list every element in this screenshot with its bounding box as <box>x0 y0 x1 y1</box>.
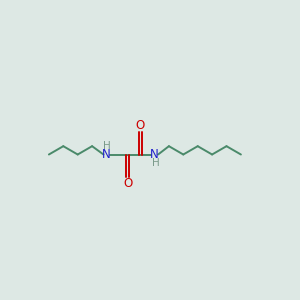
Text: H: H <box>103 141 110 151</box>
Text: O: O <box>123 177 132 190</box>
Text: O: O <box>136 119 145 132</box>
Text: N: N <box>150 148 159 161</box>
Text: H: H <box>152 158 160 169</box>
Text: N: N <box>102 148 111 161</box>
